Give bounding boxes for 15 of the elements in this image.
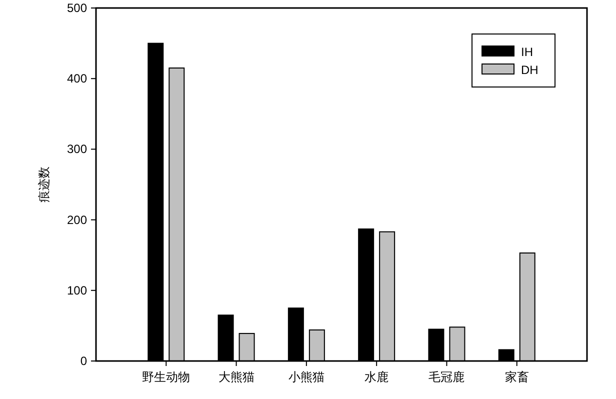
legend-label: IH — [521, 45, 533, 59]
y-tick-label: 100 — [66, 283, 88, 298]
y-axis-title: 痕迹数 — [37, 166, 51, 202]
y-tick-label: 0 — [80, 354, 88, 368]
y-tick-label: 500 — [66, 1, 88, 15]
y-tick-label: 200 — [66, 212, 88, 227]
x-tick-label: 家畜 — [504, 370, 529, 384]
y-tick-label: 300 — [66, 142, 88, 156]
x-tick-label: 野生动物 — [142, 370, 190, 384]
legend-label: DH — [521, 63, 538, 77]
y-tick-label: 400 — [66, 72, 88, 86]
x-tick-label: 大熊猫 — [218, 370, 254, 384]
x-tick-label: 毛冠鹿 — [428, 370, 465, 384]
x-tick-label: 小熊猫 — [288, 370, 324, 384]
x-tick-label: 水鹿 — [364, 370, 389, 384]
